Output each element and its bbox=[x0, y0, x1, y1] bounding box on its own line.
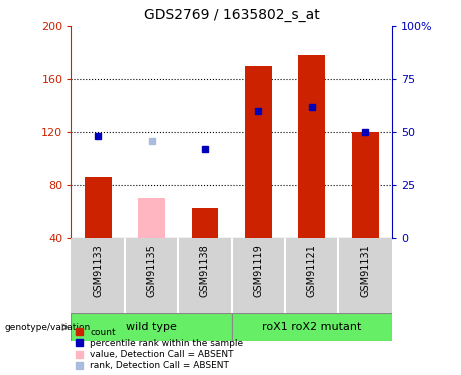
Bar bbox=[245, 66, 272, 238]
Text: GSM91133: GSM91133 bbox=[93, 244, 103, 297]
Bar bbox=[192, 208, 219, 238]
Legend: count, percentile rank within the sample, value, Detection Call = ABSENT, rank, : count, percentile rank within the sample… bbox=[76, 328, 243, 370]
Bar bbox=[138, 198, 165, 238]
Text: genotype/variation: genotype/variation bbox=[5, 322, 91, 332]
Bar bbox=[85, 177, 112, 238]
Title: GDS2769 / 1635802_s_at: GDS2769 / 1635802_s_at bbox=[144, 9, 319, 22]
Text: GSM91131: GSM91131 bbox=[360, 244, 370, 297]
Text: wild type: wild type bbox=[126, 322, 177, 332]
Text: GSM91121: GSM91121 bbox=[307, 244, 317, 297]
Text: GSM91119: GSM91119 bbox=[254, 244, 263, 297]
Bar bbox=[231, 313, 392, 341]
Bar bbox=[71, 313, 231, 341]
Text: GSM91135: GSM91135 bbox=[147, 244, 157, 297]
Text: roX1 roX2 mutant: roX1 roX2 mutant bbox=[262, 322, 361, 332]
Text: GSM91138: GSM91138 bbox=[200, 244, 210, 297]
Bar bbox=[298, 56, 325, 238]
Bar bbox=[352, 132, 378, 238]
